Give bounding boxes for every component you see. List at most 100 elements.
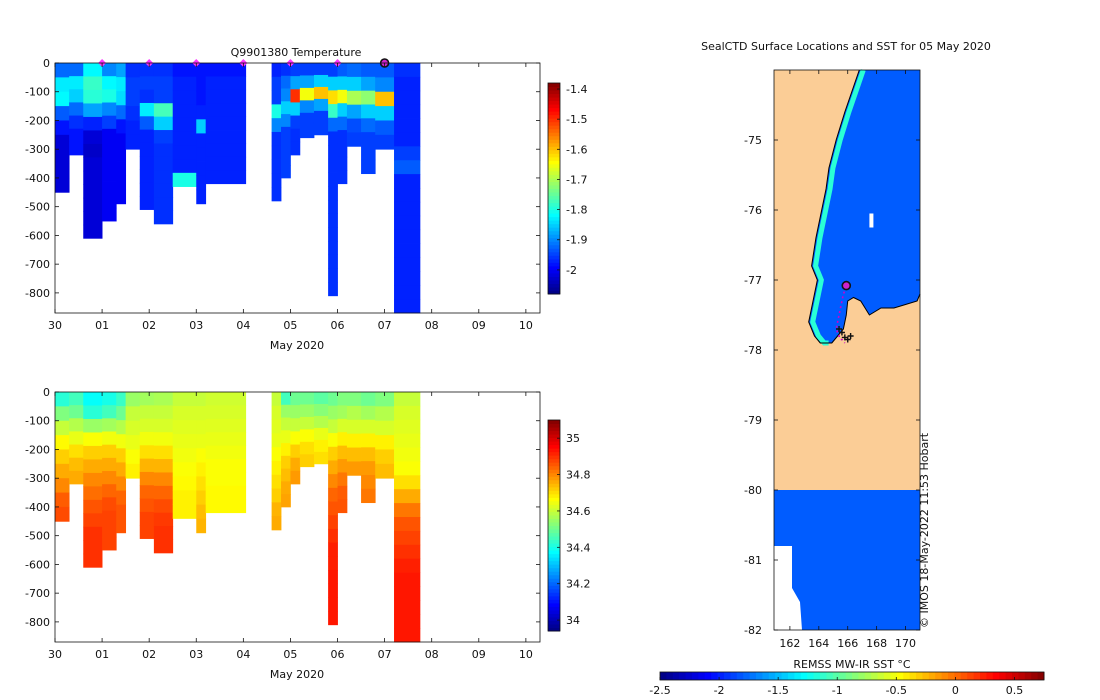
colorbar-tick-label: -1.4 bbox=[566, 83, 587, 96]
section-cell bbox=[394, 104, 421, 119]
colorbar-segment bbox=[548, 241, 560, 246]
y-tick-label: -800 bbox=[25, 287, 50, 300]
section-cell bbox=[281, 63, 291, 77]
section-cell bbox=[394, 447, 421, 462]
colorbar-segment bbox=[548, 536, 560, 541]
sst-colorbar-segment bbox=[775, 672, 783, 680]
section-cell bbox=[271, 173, 282, 188]
section-cell bbox=[290, 418, 301, 432]
section-cell bbox=[116, 518, 127, 534]
section-cell bbox=[139, 142, 155, 157]
colorbar-tick-label: 34.6 bbox=[566, 505, 591, 518]
x-tick-label: 02 bbox=[142, 319, 156, 332]
section-cell bbox=[394, 299, 421, 314]
colorbar-segment bbox=[548, 283, 560, 288]
section-cell bbox=[172, 392, 197, 407]
sst-colorbar-segment bbox=[839, 672, 847, 680]
section-cell bbox=[69, 128, 84, 143]
section-cell bbox=[281, 404, 291, 418]
colorbar-segment bbox=[548, 455, 560, 460]
section-cell bbox=[394, 146, 421, 161]
section-cell bbox=[172, 63, 197, 78]
colorbar-segment bbox=[548, 163, 560, 168]
section-cell bbox=[394, 433, 421, 448]
section-cell bbox=[69, 444, 84, 459]
sst-colorbar-segment bbox=[660, 672, 667, 680]
section-cell bbox=[346, 392, 362, 407]
section-cell bbox=[361, 433, 376, 448]
colorbar-segment bbox=[548, 557, 560, 562]
map-y-tick-label: -82 bbox=[744, 624, 762, 637]
section-cell bbox=[346, 118, 362, 133]
section-cell bbox=[299, 404, 315, 418]
section-cell bbox=[69, 63, 84, 77]
colorbar-segment bbox=[548, 490, 560, 495]
x-tick-label: 03 bbox=[189, 648, 203, 661]
section-cell bbox=[205, 472, 247, 487]
colorbar-segment bbox=[548, 199, 560, 204]
section-cell bbox=[375, 420, 395, 436]
section-cell bbox=[172, 172, 197, 187]
section-cell bbox=[281, 392, 291, 406]
section-cell bbox=[172, 104, 197, 119]
section-cell bbox=[337, 499, 348, 514]
temperature-colorbar: -1.4 -1.5 -1.6 -1.7 -1.8 -1.9 -2 bbox=[547, 82, 587, 295]
section-cell bbox=[102, 418, 117, 432]
section-cell bbox=[172, 504, 197, 519]
y-tick-label: -200 bbox=[25, 114, 50, 127]
section-cell bbox=[299, 87, 315, 101]
section-cell bbox=[102, 155, 117, 169]
section-cell bbox=[394, 76, 421, 92]
section-cell bbox=[281, 88, 291, 102]
colorbar-segment bbox=[548, 476, 560, 481]
section-cell bbox=[83, 513, 103, 528]
section-cell bbox=[205, 103, 247, 118]
section-cell bbox=[328, 145, 338, 160]
colorbar-segment bbox=[548, 251, 560, 256]
section-cell bbox=[139, 458, 155, 473]
x-tick-label: 06 bbox=[331, 648, 345, 661]
section-cell bbox=[205, 63, 247, 77]
section-cell bbox=[290, 141, 301, 156]
section-cell bbox=[394, 188, 421, 203]
x-tick-label: 05 bbox=[283, 319, 297, 332]
section-cell bbox=[116, 490, 127, 506]
colorbar-segment bbox=[548, 595, 560, 600]
colorbar-segment bbox=[548, 153, 560, 158]
x-tick-label: 01 bbox=[95, 648, 109, 661]
sst-colorbar-segment bbox=[973, 672, 981, 680]
section-cell bbox=[153, 76, 174, 91]
sst-colorbar-segment bbox=[756, 672, 763, 680]
section-cell bbox=[55, 120, 70, 136]
colorbar-segment bbox=[548, 567, 560, 572]
section-cell bbox=[313, 403, 329, 417]
colorbar-segment bbox=[548, 188, 560, 193]
x-tick-label: 10 bbox=[519, 648, 533, 661]
section-cell bbox=[394, 614, 421, 629]
salinity-colorbar: 35 34.8 34.6 34.4 34.2 34 bbox=[547, 419, 591, 632]
sst-colorbar-segment bbox=[935, 672, 943, 680]
section-cell bbox=[153, 143, 174, 158]
section-cell bbox=[361, 76, 376, 92]
section-cell bbox=[172, 76, 197, 91]
sst-colorbar-segment bbox=[736, 672, 744, 680]
section-cell bbox=[290, 470, 301, 485]
colorbar-segment bbox=[548, 272, 560, 277]
colorbar-segment bbox=[548, 550, 560, 555]
section-cell bbox=[83, 445, 103, 460]
section-cell bbox=[394, 160, 421, 175]
section-cell bbox=[205, 499, 247, 514]
section-cell bbox=[271, 419, 282, 434]
section-cell bbox=[290, 405, 301, 419]
sst-colorbar-segment bbox=[922, 672, 930, 680]
section-cell bbox=[328, 63, 338, 78]
section-cell bbox=[375, 120, 395, 136]
section-cell bbox=[328, 433, 338, 448]
section-cell bbox=[69, 392, 84, 406]
section-cell bbox=[299, 416, 315, 430]
section-cell bbox=[83, 103, 103, 118]
colorbar-frame bbox=[547, 419, 561, 632]
section-cell bbox=[116, 175, 127, 191]
section-cell bbox=[328, 282, 338, 297]
section-cell bbox=[172, 490, 197, 505]
